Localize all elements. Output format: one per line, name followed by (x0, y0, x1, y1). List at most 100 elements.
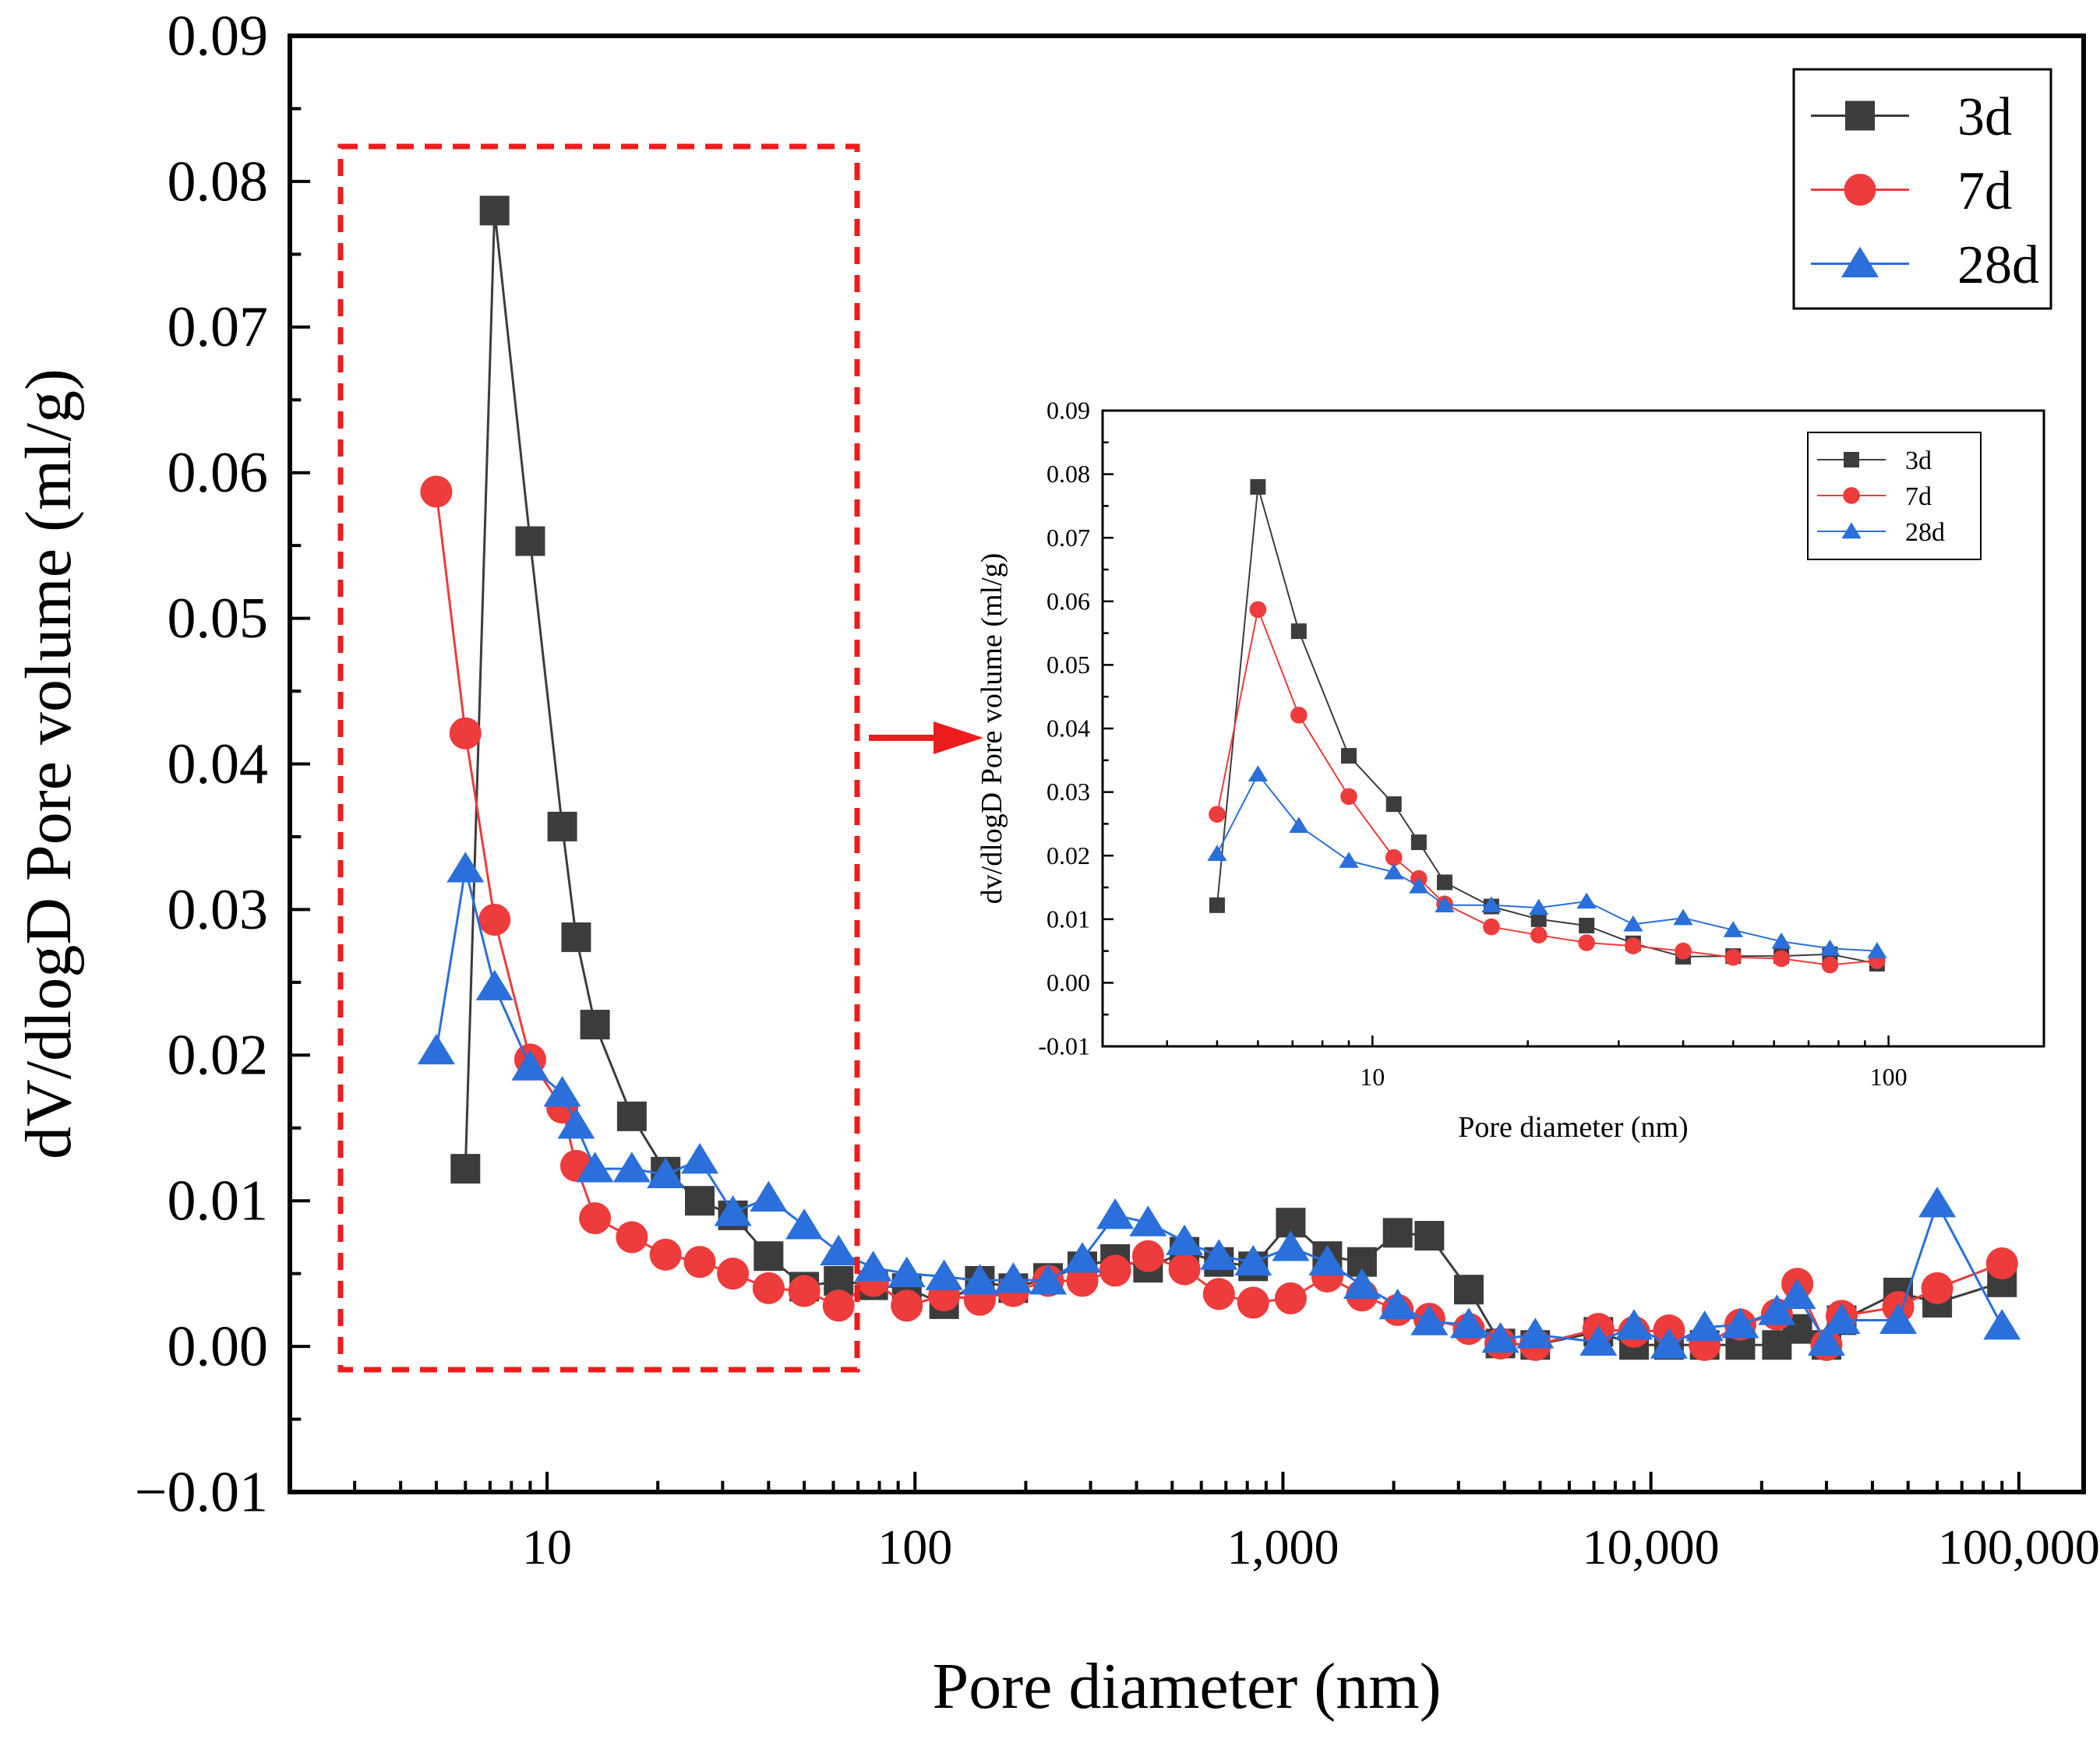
data-point-28d (1721, 1307, 1759, 1339)
data-point-28d (1289, 817, 1309, 834)
x-tick-label: 10 (1360, 1063, 1385, 1091)
data-point-28d (1623, 915, 1643, 932)
data-point-28d (1435, 896, 1455, 913)
data-point-3d (561, 922, 591, 952)
data-point-28d (1615, 1309, 1654, 1340)
series-28d (417, 852, 2021, 1359)
data-point-28d (714, 1195, 752, 1226)
data-point-28d (1685, 1310, 1724, 1342)
legend-entry-3d: 3d (1817, 446, 1932, 475)
legend-marker-28d (1841, 246, 1879, 277)
data-point-3d (547, 811, 577, 841)
data-point-7d (1724, 948, 1742, 966)
data-point-28d (1129, 1205, 1167, 1236)
x-tick-label: 1,000 (1226, 1519, 1339, 1575)
data-point-28d (475, 969, 514, 1000)
y-tick-label: 0.03 (168, 878, 269, 942)
data-point-28d (1807, 1325, 1845, 1356)
legend-marker-3d (1845, 101, 1875, 131)
legend: 3d 7d 28d (1807, 432, 1982, 560)
data-point-28d (576, 1152, 614, 1183)
y-tick-label: 0.08 (1046, 460, 1090, 488)
data-point-28d (1778, 1278, 1816, 1310)
legend-marker-28d (1841, 522, 1862, 539)
y-tick-label: 0.06 (168, 441, 269, 505)
legend: 3d 7d 28d (1792, 68, 2052, 310)
x-tick-label: 100 (1870, 1063, 1908, 1091)
data-point-3d (515, 526, 545, 556)
data-point-7d (1773, 950, 1790, 968)
y-tick-label: 0.03 (1046, 778, 1090, 806)
legend-label: 28d (1905, 518, 1945, 547)
data-point-28d (1481, 1321, 1519, 1353)
data-point-28d (1308, 1244, 1346, 1276)
legend-label: 3d (1905, 446, 1932, 475)
y-tick-label: 0.01 (168, 1169, 269, 1233)
y-tick-label: 0.08 (168, 150, 269, 213)
data-point-28d (1200, 1239, 1238, 1270)
data-point-28d (1063, 1242, 1102, 1273)
legend-label: 7d (1957, 161, 2012, 221)
data-point-3d (1414, 1221, 1445, 1251)
data-point-7d (891, 1289, 923, 1322)
data-point-7d (1066, 1265, 1099, 1297)
data-point-3d (754, 1241, 784, 1272)
data-point-3d (1250, 478, 1266, 495)
data-point-28d (1096, 1198, 1135, 1229)
data-point-28d (1650, 1328, 1688, 1359)
legend-entry-28d: 28d (1817, 518, 1945, 547)
data-point-28d (1029, 1264, 1068, 1295)
series-28d (1207, 765, 1887, 958)
legend-label: 7d (1905, 482, 1932, 511)
data-point-28d (1272, 1230, 1310, 1261)
inset-chart: -0.01 0.00 0.01 0.02 0.03 0.04 0.05 0.06 0.07 0.0… (976, 397, 2045, 1144)
data-point-3d (1579, 917, 1595, 933)
data-point-7d (1625, 937, 1642, 954)
legend-entry-3d: 3d (1811, 87, 2012, 147)
data-point-3d (1209, 897, 1225, 913)
data-point-28d (1879, 1303, 1918, 1334)
series-line-7d (1216, 606, 1877, 966)
data-point-28d (1918, 1187, 1957, 1218)
data-point-7d (1131, 1240, 1164, 1272)
data-point-28d (557, 1108, 595, 1139)
data-point-7d (449, 717, 482, 750)
y-tick-label: 0.04 (1046, 714, 1090, 743)
data-point-28d (1410, 1304, 1449, 1335)
data-point-28d (1449, 1307, 1488, 1339)
x-tick-label: 10,000 (1583, 1519, 1720, 1575)
data-point-3d (450, 1154, 481, 1184)
y-tick-label: 0.04 (168, 732, 269, 796)
data-point-3d (1341, 748, 1357, 764)
data-point-28d (1529, 898, 1549, 915)
data-point-28d (1234, 1244, 1272, 1276)
y-tick-label: 0.00 (168, 1315, 269, 1379)
data-point-7d (752, 1272, 785, 1304)
data-point-7d (1168, 1253, 1201, 1286)
data-point-28d (1166, 1224, 1204, 1256)
data-point-28d (1771, 932, 1791, 949)
data-point-3d (1410, 834, 1427, 851)
data-point-28d (994, 1262, 1032, 1293)
data-point-28d (1343, 1268, 1381, 1300)
data-point-7d (822, 1289, 855, 1322)
data-point-3d (685, 1186, 715, 1216)
data-point-28d (417, 1033, 455, 1065)
legend-label: 28d (1957, 235, 2039, 295)
data-point-7d (1202, 1278, 1235, 1310)
data-point-7d (1249, 601, 1267, 619)
y-tick-label: 0.00 (1046, 968, 1090, 996)
y-tick-label: 0.09 (1046, 397, 1090, 425)
data-point-28d (543, 1076, 581, 1107)
x-axis-title: Pore diameter (nm) (932, 1650, 1441, 1723)
data-point-7d (1530, 926, 1548, 944)
legend-marker-3d (1844, 452, 1859, 467)
y-tick-label: 0.02 (168, 1024, 269, 1088)
data-point-7d (1274, 1282, 1307, 1314)
y-tick-label: 0.07 (1046, 524, 1090, 552)
x-tick-label: 100 (877, 1519, 952, 1575)
data-point-28d (647, 1157, 685, 1189)
series-line-3d (1216, 486, 1878, 965)
